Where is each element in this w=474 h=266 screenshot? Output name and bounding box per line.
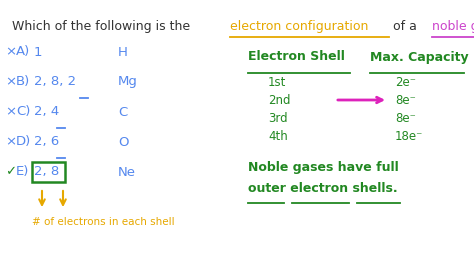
Text: 2, 8, 2: 2, 8, 2 [34,76,76,89]
Text: 8e⁻: 8e⁻ [395,111,416,124]
Text: ×: × [5,76,16,89]
Text: Ne: Ne [118,165,136,178]
Text: D): D) [16,135,31,148]
Text: Which of the following is the: Which of the following is the [12,20,194,33]
Text: ×: × [5,135,16,148]
Text: 18e⁻: 18e⁻ [395,130,423,143]
Text: C: C [118,106,127,118]
Text: Noble gases have full: Noble gases have full [248,161,399,174]
Text: 4th: 4th [268,130,288,143]
Text: outer electron shells.: outer electron shells. [248,181,398,194]
Text: of a: of a [389,20,421,33]
Text: A): A) [16,45,30,59]
Text: B): B) [16,76,30,89]
Text: 2, 8: 2, 8 [34,165,59,178]
Text: noble gas: noble gas [432,20,474,33]
Text: electron configuration: electron configuration [229,20,368,33]
Text: O: O [118,135,128,148]
Text: 2, 4: 2, 4 [34,106,59,118]
Text: 1: 1 [34,45,43,59]
Text: # of electrons in each shell: # of electrons in each shell [32,217,174,227]
Text: Electron Shell: Electron Shell [248,51,345,64]
Bar [32,162,64,182]
Text: Mg: Mg [118,76,138,89]
Text: 1st: 1st [268,76,286,89]
Text: H: H [118,45,128,59]
Text: E): E) [16,165,29,178]
Text: 8e⁻: 8e⁻ [395,94,416,106]
Text: 2nd: 2nd [268,94,291,106]
Text: ✓: ✓ [5,165,16,178]
Text: ×: × [5,106,16,118]
Text: C): C) [16,106,30,118]
Text: 2e⁻: 2e⁻ [395,76,416,89]
Text: ×: × [5,45,16,59]
Text: Max. Capacity: Max. Capacity [370,51,469,64]
Text: 3rd: 3rd [268,111,288,124]
Text: 2, 6: 2, 6 [34,135,59,148]
